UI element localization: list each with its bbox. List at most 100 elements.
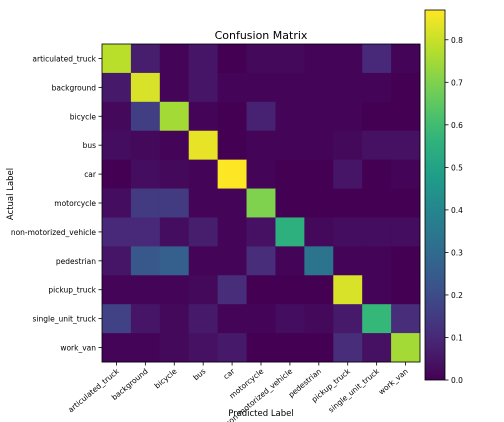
heatmap-cell bbox=[391, 188, 421, 218]
heatmap-cell bbox=[217, 275, 247, 305]
x-tick-label: articulated_truck bbox=[66, 366, 121, 414]
heatmap-cell bbox=[391, 304, 421, 334]
heatmap-cell bbox=[102, 72, 132, 103]
heatmap-cell bbox=[188, 130, 219, 161]
heatmap-cell bbox=[159, 217, 190, 247]
heatmap-cells bbox=[102, 44, 421, 363]
heatmap-cell bbox=[275, 44, 305, 74]
heatmap-cell bbox=[304, 333, 334, 363]
heatmap-cell bbox=[304, 130, 334, 161]
x-tick-label: bicycle bbox=[153, 366, 179, 390]
heatmap-cell bbox=[246, 44, 276, 74]
heatmap-cell bbox=[391, 275, 421, 305]
heatmap-cell bbox=[333, 304, 363, 334]
heatmap-cell bbox=[275, 159, 305, 189]
colorbar-tick-label: 0.3 bbox=[451, 248, 463, 257]
y-tick-label: bicycle bbox=[70, 112, 97, 121]
heatmap-cell bbox=[159, 275, 190, 305]
x-tick-label: work_van bbox=[377, 366, 410, 396]
heatmap-cell bbox=[188, 275, 219, 305]
heatmap-cell bbox=[130, 130, 161, 161]
heatmap-cell bbox=[246, 275, 276, 305]
heatmap-cell bbox=[217, 159, 247, 189]
y-tick-label: motorcycle bbox=[54, 199, 96, 208]
heatmap-cell bbox=[217, 333, 247, 363]
heatmap-cell bbox=[246, 72, 276, 103]
heatmap-cell bbox=[159, 72, 190, 103]
colorbar-tick-label: 0.7 bbox=[451, 78, 463, 87]
heatmap-cell bbox=[304, 101, 334, 132]
heatmap-cell bbox=[102, 275, 132, 305]
heatmap-cell bbox=[362, 159, 392, 189]
heatmap-cell bbox=[333, 333, 363, 363]
heatmap-cell bbox=[188, 304, 219, 334]
heatmap-cell bbox=[333, 159, 363, 189]
heatmap-cell bbox=[130, 159, 161, 189]
heatmap-cell bbox=[362, 333, 392, 363]
heatmap-cell bbox=[102, 159, 132, 189]
heatmap-cell bbox=[217, 44, 247, 74]
heatmap-cell bbox=[188, 72, 219, 103]
heatmap-cell bbox=[304, 275, 334, 305]
heatmap-cell bbox=[188, 44, 219, 74]
chart-title: Confusion Matrix bbox=[215, 29, 308, 42]
heatmap-cell bbox=[130, 275, 161, 305]
heatmap-cell bbox=[159, 159, 190, 189]
heatmap-cell bbox=[130, 217, 161, 247]
heatmap-cell bbox=[275, 246, 305, 276]
heatmap-cell bbox=[275, 130, 305, 161]
heatmap-cell bbox=[102, 188, 132, 218]
heatmap-cell bbox=[159, 44, 190, 74]
heatmap-cell bbox=[188, 217, 219, 247]
y-tick-label: pickup_truck bbox=[48, 286, 96, 295]
x-tick-label: bus bbox=[191, 367, 207, 383]
heatmap-cell bbox=[333, 246, 363, 276]
y-tick-label: car bbox=[84, 170, 97, 179]
heatmap-cell bbox=[304, 159, 334, 189]
heatmap-cell bbox=[304, 217, 334, 247]
heatmap-cell bbox=[159, 130, 190, 161]
heatmap-cell bbox=[159, 333, 190, 363]
heatmap-cell bbox=[246, 101, 276, 132]
heatmap-cell bbox=[333, 72, 363, 103]
colorbar-tick-label: 0.4 bbox=[451, 206, 463, 215]
heatmap-cell bbox=[333, 130, 363, 161]
heatmap-cell bbox=[275, 72, 305, 103]
heatmap-cell bbox=[275, 101, 305, 132]
heatmap-cell bbox=[102, 333, 132, 363]
heatmap-cell bbox=[391, 130, 421, 161]
heatmap-cell bbox=[102, 217, 132, 247]
heatmap-cell bbox=[217, 130, 247, 161]
heatmap-cell bbox=[130, 333, 161, 363]
heatmap-cell bbox=[304, 246, 334, 276]
heatmap-cell bbox=[362, 44, 392, 74]
heatmap-cell bbox=[217, 72, 247, 103]
heatmap-cell bbox=[333, 275, 363, 305]
colorbar-tick-label: 0.0 bbox=[451, 376, 463, 385]
heatmap-cell bbox=[188, 101, 219, 132]
heatmap-cell bbox=[304, 72, 334, 103]
heatmap-cell bbox=[391, 333, 421, 363]
heatmap-cell bbox=[246, 130, 276, 161]
heatmap-cell bbox=[275, 304, 305, 334]
heatmap-cell bbox=[102, 246, 132, 276]
heatmap-cell bbox=[275, 217, 305, 247]
heatmap-cell bbox=[130, 304, 161, 334]
heatmap-cell bbox=[130, 44, 161, 74]
heatmap-cell bbox=[102, 101, 132, 132]
colorbar-frame bbox=[424, 9, 446, 381]
heatmap-cell bbox=[188, 246, 219, 276]
y-tick-label: non-motorized_vehicle bbox=[11, 228, 97, 237]
heatmap-cell bbox=[391, 101, 421, 132]
heatmap-cell bbox=[304, 188, 334, 218]
heatmap-cell bbox=[391, 159, 421, 189]
y-tick-label: single_unit_truck bbox=[33, 315, 97, 324]
y-axis-ticks: articulated_truck background bicycle bus car… bbox=[11, 54, 102, 353]
heatmap-cell bbox=[217, 304, 247, 334]
heatmap-cell bbox=[130, 101, 161, 132]
heatmap-cell bbox=[362, 72, 392, 103]
y-tick-label: work_van bbox=[60, 344, 96, 353]
heatmap-cell bbox=[217, 246, 247, 276]
colorbar-tick-label: 0.2 bbox=[451, 291, 463, 300]
heatmap-cell bbox=[130, 246, 161, 276]
